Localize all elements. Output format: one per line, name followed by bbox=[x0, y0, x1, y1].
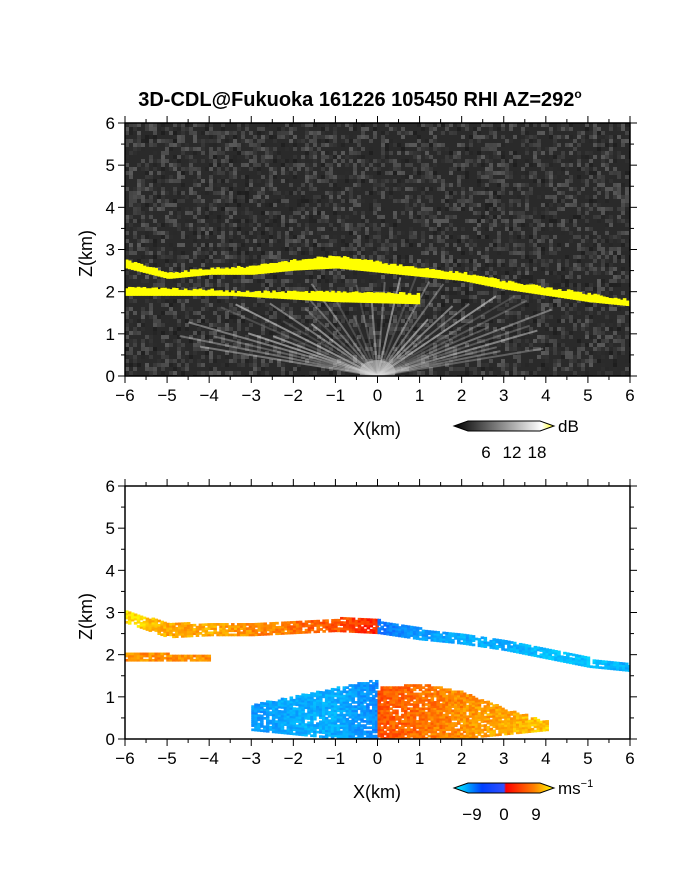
x-tick-label: −6 bbox=[115, 386, 134, 405]
x-tick-label: −3 bbox=[242, 386, 261, 405]
x-tick-label: 4 bbox=[541, 749, 550, 768]
velocity-colorbar-tick: 9 bbox=[531, 805, 540, 824]
x-tick-label: −1 bbox=[326, 386, 345, 405]
x-tick-label: 2 bbox=[457, 386, 466, 405]
x-tick-label: −4 bbox=[199, 749, 218, 768]
x-axis-label: X(km) bbox=[353, 782, 401, 802]
echo-layer bbox=[251, 679, 379, 739]
echo-layer bbox=[125, 652, 212, 662]
y-tick-label: 3 bbox=[106, 604, 115, 623]
y-tick-label: 6 bbox=[106, 477, 115, 496]
x-axis-label: X(km) bbox=[353, 419, 401, 439]
y-tick-label: 6 bbox=[106, 114, 115, 133]
x-tick-label: −4 bbox=[199, 386, 218, 405]
x-tick-label: 0 bbox=[373, 386, 382, 405]
y-tick-label: 5 bbox=[106, 519, 115, 538]
echo-layer bbox=[377, 618, 630, 672]
x-tick-label: −2 bbox=[284, 386, 303, 405]
x-tick-label: 3 bbox=[499, 386, 508, 405]
reflectivity-colorbar-tick: 18 bbox=[528, 443, 547, 462]
y-tick-label: 2 bbox=[106, 646, 115, 665]
x-tick-label: 5 bbox=[583, 749, 592, 768]
velocity-field bbox=[125, 610, 630, 739]
velocity-panel: −6 −5 −4 −3 −2 −1 0 1 2 3 4 5 6 0 1 2 3 4 5 6 X(km) Z(km) bbox=[76, 477, 637, 802]
echo-layer bbox=[377, 684, 549, 739]
y-tick-label: 4 bbox=[106, 561, 115, 580]
axis-ticks bbox=[118, 479, 637, 746]
y-tick-label: 5 bbox=[106, 156, 115, 175]
axis-ticks bbox=[118, 116, 637, 383]
echo-layer bbox=[125, 255, 630, 307]
x-tick-label: 2 bbox=[457, 749, 466, 768]
x-tick-label: −6 bbox=[115, 749, 134, 768]
x-tick-label: 1 bbox=[415, 749, 424, 768]
reflectivity-colorbar-tick: 12 bbox=[503, 443, 522, 462]
y-tick-label: 3 bbox=[106, 241, 115, 260]
velocity-colorbar-unit: ms−1 bbox=[558, 778, 593, 798]
reflectivity-colorbar-unit: dB bbox=[558, 417, 579, 436]
velocity-colorbar: ms−1 −9 0 9 bbox=[452, 778, 593, 824]
y-tick-label: 4 bbox=[106, 198, 115, 217]
reflectivity-noise bbox=[125, 123, 630, 376]
reflectivity-colorbar-bar bbox=[452, 420, 556, 432]
reflectivity-colorbar-tick: 6 bbox=[481, 443, 490, 462]
x-tick-label: −5 bbox=[157, 749, 176, 768]
x-tick-label: 6 bbox=[625, 386, 634, 405]
x-tick-label: 3 bbox=[499, 749, 508, 768]
echo-layer bbox=[125, 610, 379, 639]
x-tick-label: 4 bbox=[541, 386, 550, 405]
y-axis-label: Z(km) bbox=[76, 230, 96, 277]
x-tick-label: −5 bbox=[157, 386, 176, 405]
x-tick-label: 5 bbox=[583, 386, 592, 405]
x-tick-label: −2 bbox=[284, 749, 303, 768]
velocity-colorbar-bar bbox=[452, 782, 556, 794]
figure-title: 3D-CDL@Fukuoka 161226 105450 RHI AZ=292o bbox=[138, 87, 582, 111]
reflectivity-colorbar: dB 6 12 18 bbox=[452, 417, 579, 462]
x-tick-label: 0 bbox=[373, 749, 382, 768]
x-tick-label: 1 bbox=[415, 386, 424, 405]
velocity-colorbar-tick: 0 bbox=[499, 805, 508, 824]
y-tick-label: 2 bbox=[106, 283, 115, 302]
near-radar-fan bbox=[179, 276, 553, 376]
reflectivity-panel: −6 −5 −4 −3 −2 −1 0 1 2 3 4 5 6 0 1 2 3 4 5 6 X(km) Z(km) bbox=[76, 114, 637, 439]
x-tick-label: −1 bbox=[326, 749, 345, 768]
y-tick-label: 1 bbox=[106, 688, 115, 707]
reflectivity-field bbox=[125, 123, 630, 376]
echo-layer bbox=[125, 286, 421, 305]
y-tick-label: 0 bbox=[106, 367, 115, 386]
x-tick-label: −3 bbox=[242, 749, 261, 768]
y-tick-label: 0 bbox=[106, 730, 115, 749]
x-tick-label: 6 bbox=[625, 749, 634, 768]
y-axis-label: Z(km) bbox=[76, 593, 96, 640]
y-tick-label: 1 bbox=[106, 325, 115, 344]
velocity-colorbar-tick: −9 bbox=[462, 805, 481, 824]
